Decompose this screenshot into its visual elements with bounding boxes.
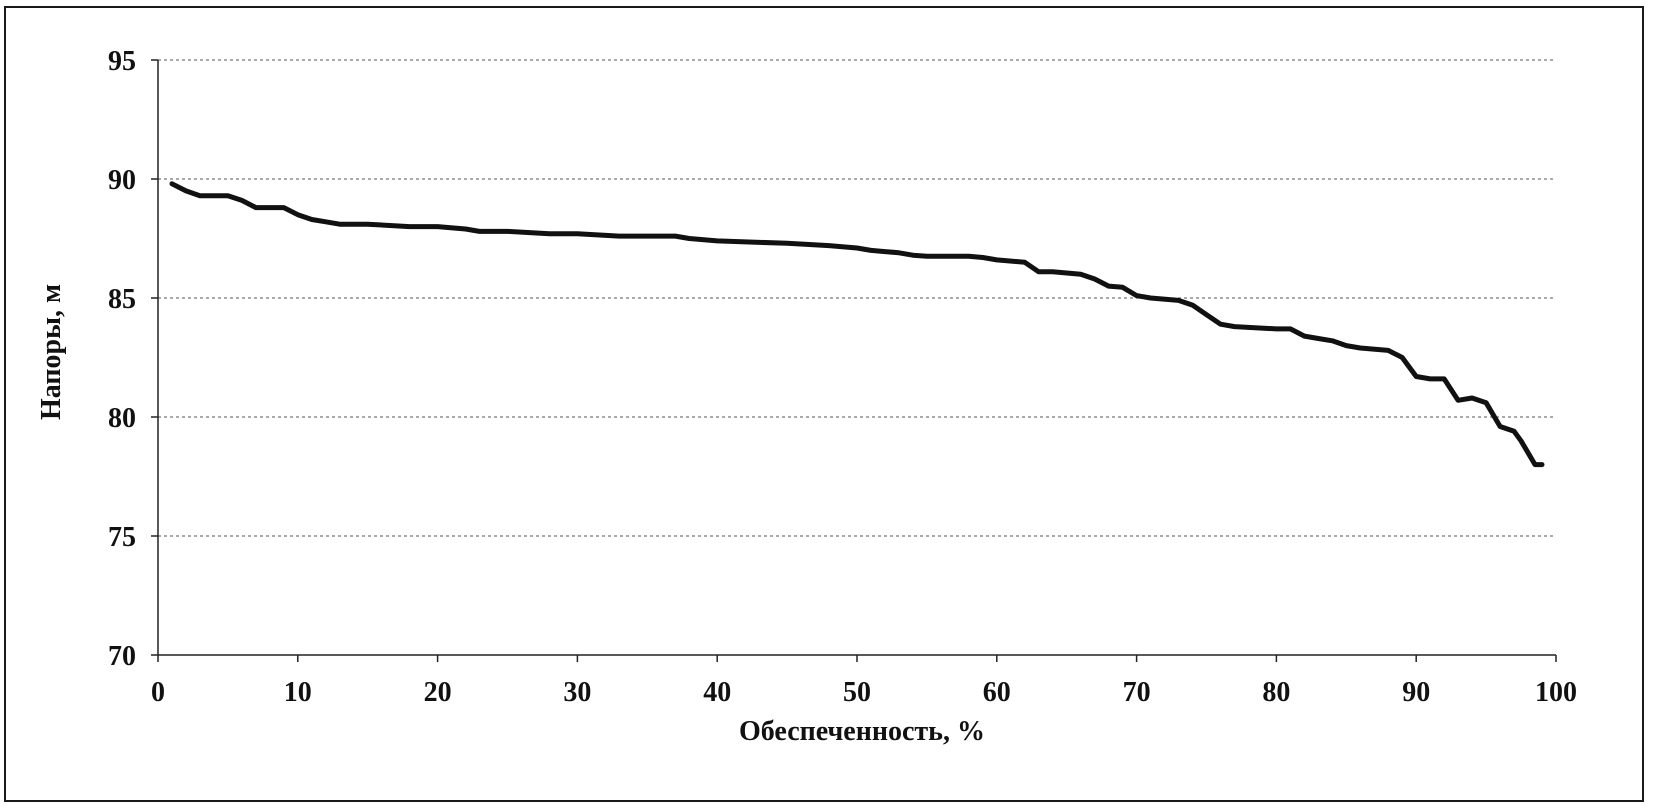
y-tick-label: 85 bbox=[108, 284, 136, 315]
axes bbox=[151, 59, 1557, 662]
x-tick-label: 80 bbox=[1262, 677, 1290, 708]
x-axis-title: Обеспеченность, % bbox=[739, 716, 985, 747]
x-tick-label: 10 bbox=[284, 677, 312, 708]
x-tick-label: 30 bbox=[563, 677, 591, 708]
x-tick-label: 90 bbox=[1402, 677, 1430, 708]
series-line-0 bbox=[169, 181, 1545, 468]
y-tick-label: 95 bbox=[108, 46, 136, 77]
x-tick-labels: 0 10 20 30 40 50 60 70 80 90 100 bbox=[151, 677, 1577, 708]
series-layer bbox=[169, 181, 1545, 468]
x-tick-label: 0 bbox=[151, 677, 165, 708]
y-tick-labels: 95 90 85 80 75 70 bbox=[108, 46, 136, 672]
x-tick-label: 100 bbox=[1535, 677, 1577, 708]
x-tick-label: 70 bbox=[1123, 677, 1151, 708]
y-tick-label: 70 bbox=[108, 641, 136, 672]
y-axis-title: Напоры, м bbox=[36, 284, 67, 420]
y-tick-label: 80 bbox=[108, 403, 136, 434]
x-tick-label: 40 bbox=[703, 677, 731, 708]
y-tick-label: 75 bbox=[108, 522, 136, 553]
x-tick-label: 60 bbox=[983, 677, 1011, 708]
y-tick-label: 90 bbox=[108, 165, 136, 196]
x-tick-label: 20 bbox=[424, 677, 452, 708]
gridlines bbox=[158, 59, 1556, 537]
x-tick-label: 50 bbox=[843, 677, 871, 708]
chart-frame bbox=[4, 6, 1644, 802]
